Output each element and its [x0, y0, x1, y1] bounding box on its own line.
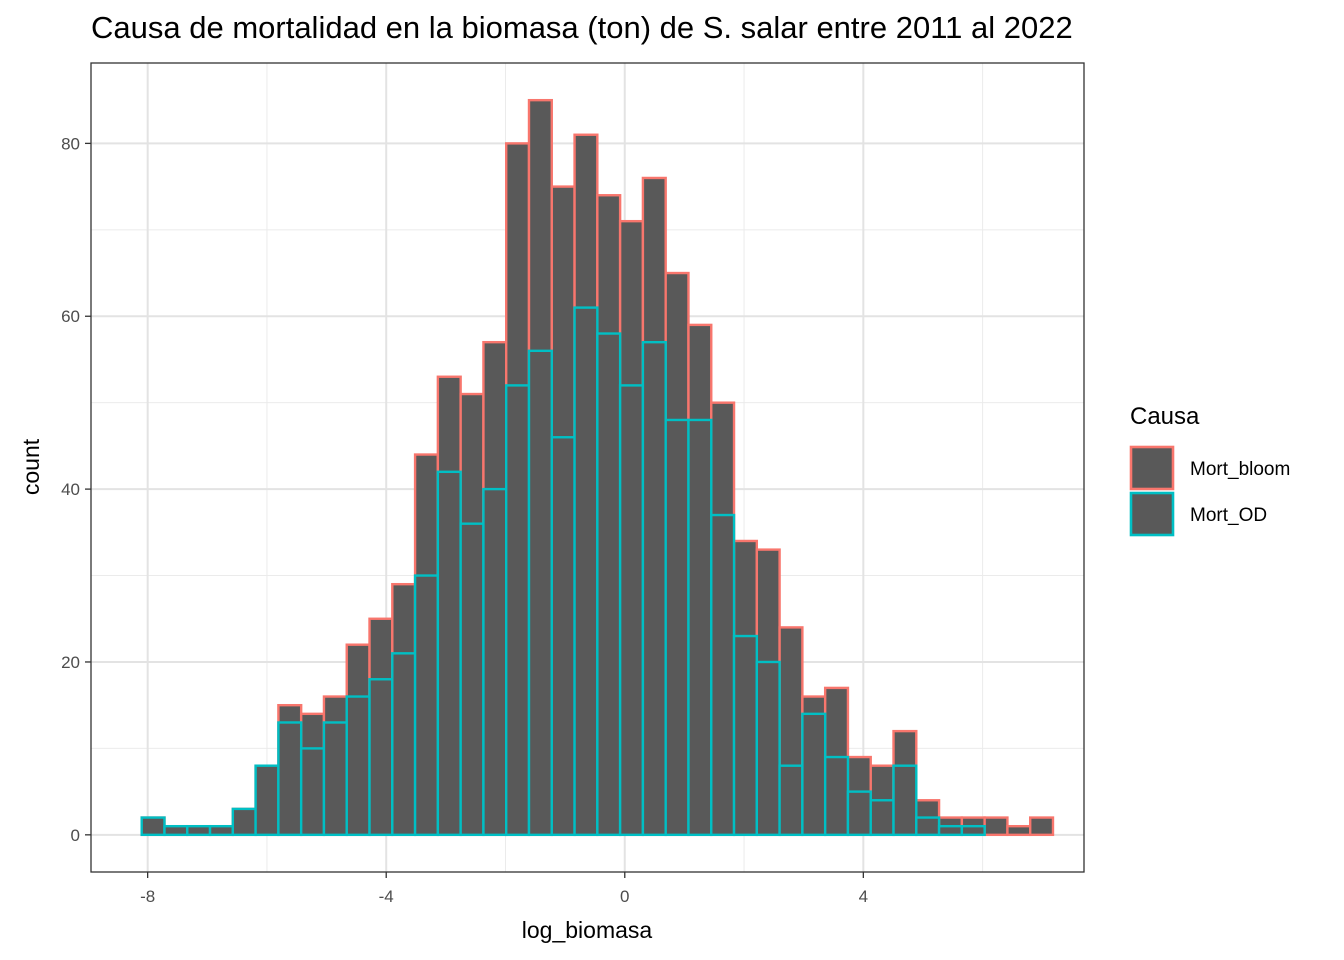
bar-mort-od-10 — [368, 678, 394, 837]
legend: Causa Mort_bloom Mort_OD — [1129, 403, 1290, 537]
bar-mort-bloom-39 — [1029, 816, 1055, 837]
bar-mort-od-27 — [755, 660, 781, 837]
legend-label-mort-od: Mort_OD — [1190, 505, 1267, 526]
bar-mort-od-35 — [937, 824, 964, 837]
x-tick-label-2: 0 — [620, 887, 629, 906]
bar-mort-od-36 — [960, 824, 986, 837]
bar-mort-od-17 — [527, 349, 553, 837]
x-axis-title: log_biomasa — [522, 917, 653, 943]
bar-mort-od-1 — [163, 824, 189, 837]
bar-mort-od-4 — [231, 807, 257, 837]
y-axis: 0 20 40 60 80 — [61, 134, 91, 845]
legend-key-mort-bloom — [1129, 445, 1175, 491]
legend-label-mort-bloom: Mort_bloom — [1190, 459, 1290, 480]
bar-mort-bloom-37 — [983, 816, 1009, 837]
bar-mort-od-32 — [869, 799, 895, 837]
bar-mort-od-0 — [140, 816, 166, 837]
bar-mort-od-8 — [322, 721, 348, 837]
bar-mort-od-14 — [459, 522, 485, 837]
bar-mort-od-23 — [664, 418, 690, 837]
y-tick-label-4: 80 — [61, 134, 80, 153]
bar-mort-od-19 — [573, 306, 599, 837]
bar-mort-od-22 — [641, 340, 667, 837]
plot-border — [90, 62, 1085, 873]
y-axis-title: count — [18, 438, 44, 495]
bar-mort-od-21 — [618, 384, 645, 837]
bar-mort-od-11 — [391, 652, 417, 837]
bar-mort-od-24 — [687, 418, 713, 837]
bar-mort-od-5 — [254, 764, 280, 837]
series-mort-od — [140, 306, 986, 837]
bar-mort-od-15 — [482, 487, 508, 837]
y-tick-label-2: 40 — [61, 480, 80, 499]
bar-mort-od-34 — [915, 816, 941, 837]
bar-mort-bloom-38 — [1006, 824, 1032, 837]
x-tick-label-1: -4 — [379, 887, 394, 906]
bar-mort-od-31 — [846, 790, 872, 837]
bar-mort-od-3 — [208, 824, 235, 837]
bar-mort-od-28 — [778, 764, 804, 837]
bar-mort-od-9 — [345, 695, 371, 837]
bar-mort-od-12 — [413, 574, 440, 837]
bar-mort-od-6 — [277, 721, 303, 837]
bar-mort-od-30 — [823, 755, 850, 837]
bar-mort-od-18 — [550, 436, 576, 837]
y-tick-label-3: 60 — [61, 307, 80, 326]
bar-mort-od-16 — [505, 384, 531, 837]
bar-mort-od-13 — [436, 470, 462, 837]
x-axis: -8 -4 0 4 — [140, 872, 868, 906]
bar-mort-od-26 — [732, 634, 759, 837]
legend-title: Causa — [1130, 403, 1200, 430]
y-tick-label-1: 20 — [61, 653, 80, 672]
bar-mort-od-25 — [710, 513, 736, 837]
bar-mort-od-20 — [596, 332, 622, 837]
bar-mort-od-33 — [892, 764, 918, 837]
bar-mort-od-29 — [801, 712, 827, 837]
x-tick-label-3: 4 — [859, 887, 868, 906]
bar-mort-od-7 — [299, 747, 326, 837]
bar-mort-od-2 — [186, 824, 212, 837]
y-tick-label-0: 0 — [71, 826, 80, 845]
chart-title: Causa de mortalidad en la biomasa (ton) … — [91, 10, 1073, 45]
legend-key-mort-od — [1129, 491, 1175, 537]
x-tick-label-0: -8 — [140, 887, 155, 906]
